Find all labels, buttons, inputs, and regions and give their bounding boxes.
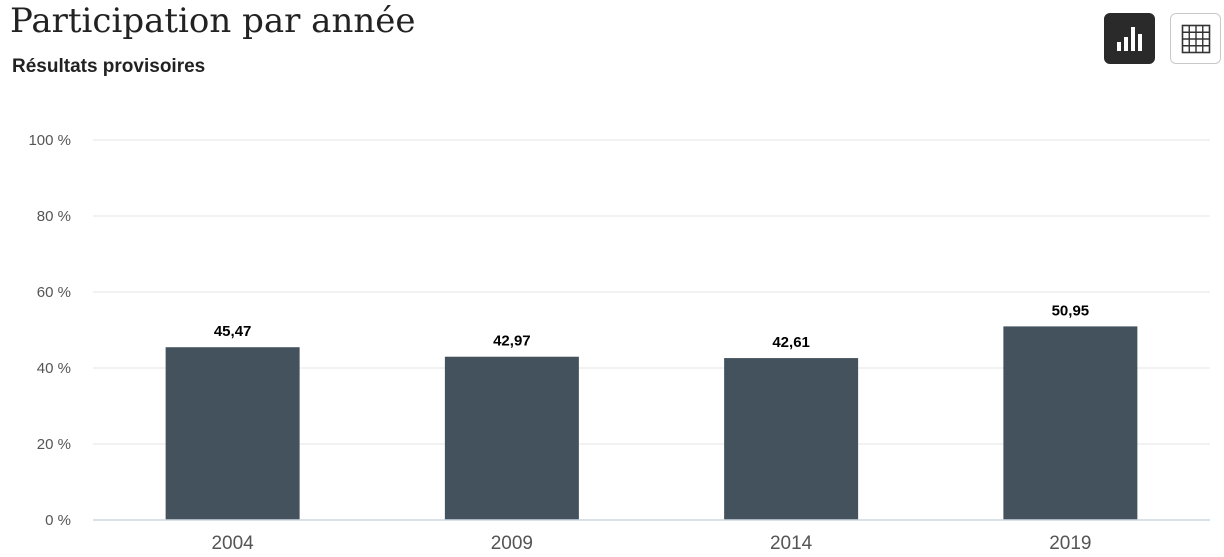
bars	[165, 326, 1138, 520]
y-tick-label: 40 %	[37, 360, 71, 377]
page-title: Participation par année	[10, 1, 416, 41]
y-tick-label: 0 %	[45, 512, 71, 529]
data-label-2019: 50,95	[1052, 302, 1090, 319]
x-tick-label-2009: 2009	[491, 533, 533, 554]
x-axis-tick-labels: 2004 2009 2014 2019	[211, 533, 1091, 554]
data-label-2014: 42,61	[772, 334, 810, 351]
x-tick-label-2014: 2014	[770, 533, 813, 554]
data-label-2009: 42,97	[493, 333, 531, 350]
y-tick-label: 100 %	[28, 132, 71, 149]
y-axis-tick-labels: 0 % 20 % 40 % 60 % 80 % 100 %	[28, 132, 71, 529]
bar-2019[interactable]	[1003, 326, 1138, 520]
bar-2004[interactable]	[165, 347, 300, 520]
x-tick-label-2019: 2019	[1049, 533, 1091, 554]
chart-view-button[interactable]	[1104, 13, 1155, 64]
bar-2009[interactable]	[444, 356, 579, 520]
table-view-button[interactable]	[1170, 13, 1221, 64]
bar-chart-icon	[1116, 26, 1142, 51]
y-tick-label: 20 %	[37, 436, 71, 453]
bar-2014[interactable]	[724, 358, 859, 520]
data-labels: 45,47 42,97 42,61 50,95	[214, 302, 1089, 351]
table-grid-icon	[1181, 24, 1210, 53]
y-tick-label: 60 %	[37, 284, 71, 301]
data-label-2004: 45,47	[214, 323, 252, 340]
x-tick-label-2004: 2004	[211, 533, 254, 554]
y-tick-label: 80 %	[37, 208, 71, 225]
page-subtitle: Résultats provisoires	[12, 56, 206, 77]
